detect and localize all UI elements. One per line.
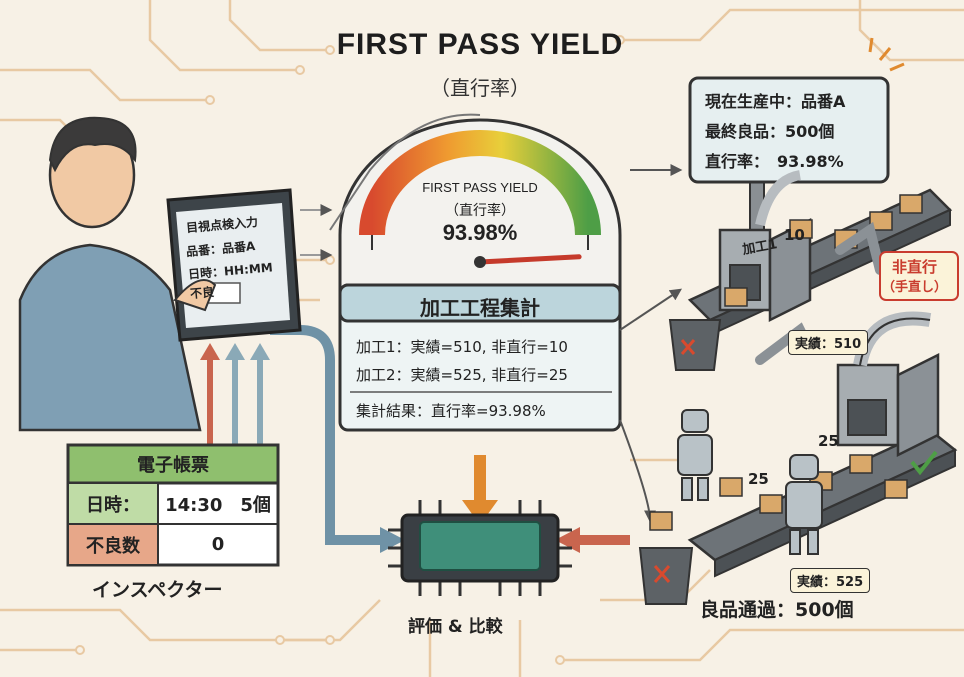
rework-label: 非直行 bbox=[892, 258, 938, 276]
actual-tag-machine1: 実績：510 bbox=[788, 330, 869, 355]
ledger-title: 電子帳票 bbox=[137, 455, 209, 476]
machine1-count: 10 bbox=[784, 226, 805, 244]
rework-callout bbox=[879, 251, 959, 301]
count-25-upper: 25 bbox=[818, 432, 839, 450]
good-pass-caption: 良品通過：500個 bbox=[700, 599, 854, 621]
status-current-part: 現在生産中：品番A bbox=[705, 92, 846, 111]
processor-chip bbox=[388, 500, 572, 596]
summary-result: 集計結果：直行率=93.98% bbox=[356, 402, 546, 420]
gauge-arc bbox=[359, 130, 601, 236]
summary-panel bbox=[338, 283, 622, 432]
status-final-good: 最終良品：500個 bbox=[705, 122, 835, 141]
electronic-ledger bbox=[66, 443, 280, 567]
page-title: FIRST PASS YIELD bbox=[336, 28, 624, 61]
ledger-defect-value: 0 bbox=[211, 534, 225, 555]
gauge bbox=[338, 118, 622, 332]
summary-line-machine1: 加工1：実績=510, 非直行=10 bbox=[356, 338, 568, 356]
count-25-lower: 25 bbox=[748, 470, 769, 488]
summary-line-machine2: 加工2：実績=525, 非直行=25 bbox=[356, 366, 568, 384]
page-subtitle: （直行率） bbox=[430, 76, 530, 100]
gauge-value: 93.98% bbox=[442, 220, 518, 245]
gauge-needle bbox=[477, 254, 582, 265]
gauge-hub bbox=[474, 256, 486, 268]
rework-sublabel: （手直し） bbox=[882, 280, 948, 295]
inspector-figure bbox=[18, 116, 202, 432]
status-yield: 直行率： 93.98% bbox=[705, 152, 844, 171]
inspector-caption: インスペクター bbox=[92, 579, 223, 601]
evaluate-caption: 評価 & 比較 bbox=[408, 617, 503, 637]
gauge-label: FIRST PASS YIELD bbox=[422, 180, 538, 195]
tablet-device bbox=[166, 188, 302, 342]
ledger-datetime-value: 14:30 5個 bbox=[165, 494, 271, 516]
ledger-defect-label: 不良数 bbox=[86, 535, 140, 557]
actual-tag-machine2: 実績：525 bbox=[790, 568, 871, 593]
ledger-datetime-label: 日時： bbox=[86, 494, 140, 516]
gauge-sublabel: （直行率） bbox=[445, 203, 515, 219]
tablet-defect-field: 不良 bbox=[189, 284, 215, 302]
summary-title: 加工工程集計 bbox=[420, 296, 540, 320]
robot-workers bbox=[677, 409, 823, 555]
